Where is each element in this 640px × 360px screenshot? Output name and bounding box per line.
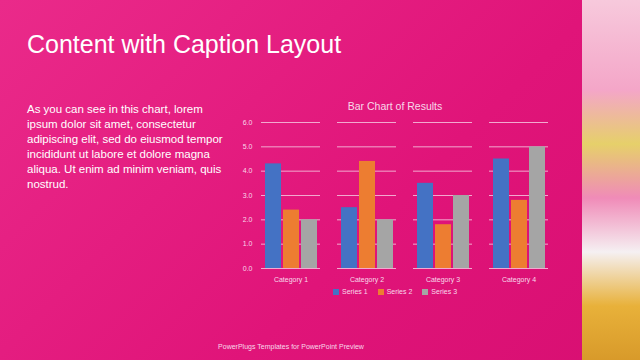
html-text:As you can see in this chart,: As you can see in this chart, lorem ipsu… [27,103,223,190]
svg-text:Category 2: Category 2 [350,276,384,284]
svg-text:2.0: 2.0 [243,216,253,223]
svg-text:3.0: 3.0 [243,192,253,199]
svg-text:0.0: 0.0 [243,265,253,272]
html-text:Series 2: Series 2 [386,288,413,295]
svg-text:5.0: 5.0 [243,143,253,150]
svg-text:1.0: 1.0 [243,240,253,247]
html-text:Series 3: Series 3 [431,288,457,295]
html-text:PowerPlugs Templates for Power: PowerPlugs Templates for PowerPoint Prev… [218,343,364,350]
html-text:Series 1: Series 1 [342,288,368,295]
svg-text:Category 3: Category 3 [426,276,460,284]
html-text:Content with Caption Layout: Content with Caption Layout [27,30,342,58]
svg-text:6.0: 6.0 [243,119,253,126]
svg-text:Category 1: Category 1 [274,276,308,284]
svg-text:4.0: 4.0 [243,167,253,174]
html-text:Bar Chart of Results: Bar Chart of Results [347,100,443,112]
svg-text:Category 4: Category 4 [502,276,536,284]
